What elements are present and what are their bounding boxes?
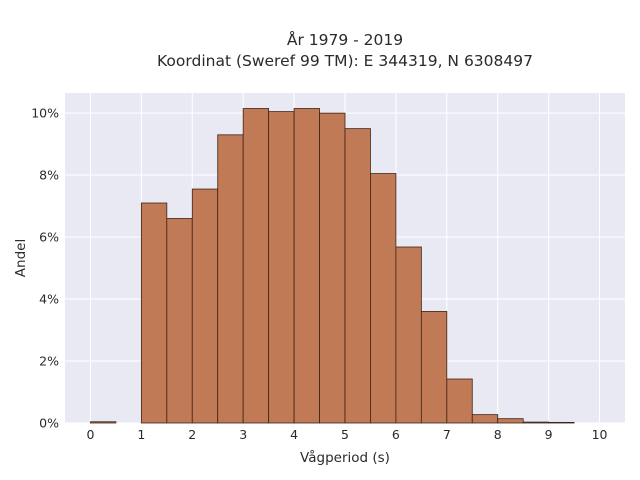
histogram-bar xyxy=(140,202,168,424)
histogram-bar xyxy=(446,378,473,424)
bars xyxy=(90,108,575,424)
x-tick-label: 4 xyxy=(290,427,298,442)
y-tick-label: 2% xyxy=(39,354,59,369)
histogram-bar xyxy=(217,134,244,424)
x-tick-label: 3 xyxy=(239,427,247,442)
histogram-bar xyxy=(191,188,219,424)
y-tick-label: 10% xyxy=(31,106,59,121)
histogram-bar xyxy=(471,414,499,424)
y-tick-label: 4% xyxy=(39,292,59,307)
histogram-bar xyxy=(268,111,295,424)
x-tick-label: 7 xyxy=(443,427,451,442)
x-axis-label: Vågperiod (s) xyxy=(300,449,390,466)
histogram-bar xyxy=(166,218,193,424)
histogram-bar xyxy=(497,418,524,424)
histogram-bar xyxy=(319,112,346,424)
x-tick-label: 9 xyxy=(545,427,553,442)
histogram-bar xyxy=(522,421,550,424)
histogram-bar xyxy=(90,421,117,424)
x-tick-label: 8 xyxy=(494,427,502,442)
x-tick-label: 6 xyxy=(392,427,400,442)
x-tick-label: 5 xyxy=(341,427,349,442)
x-tick-label: 0 xyxy=(86,427,94,442)
histogram-bar xyxy=(293,108,320,424)
histogram-bar xyxy=(395,246,422,424)
chart-title-line2: Koordinat (Sweref 99 TM): E 344319, N 63… xyxy=(157,52,533,70)
x-tick-label: 10 xyxy=(592,427,608,442)
histogram-bar xyxy=(344,128,371,424)
y-axis-ticks: 0% 2% 4% 6% 8% 10% xyxy=(31,106,59,431)
histogram-bar xyxy=(548,421,575,424)
histogram-bar xyxy=(370,173,397,424)
y-axis-label: Andel xyxy=(13,239,29,277)
x-tick-label: 1 xyxy=(137,427,145,442)
y-tick-label: 6% xyxy=(39,230,59,245)
x-axis-ticks: 0 1 2 3 4 5 6 7 8 9 10 xyxy=(86,427,607,442)
y-tick-label: 0% xyxy=(39,416,59,431)
x-tick-label: 2 xyxy=(188,427,196,442)
chart-title-line1: År 1979 - 2019 xyxy=(287,30,403,49)
histogram-bar xyxy=(420,311,448,424)
histogram-bar xyxy=(242,108,270,424)
y-tick-label: 8% xyxy=(39,168,59,183)
